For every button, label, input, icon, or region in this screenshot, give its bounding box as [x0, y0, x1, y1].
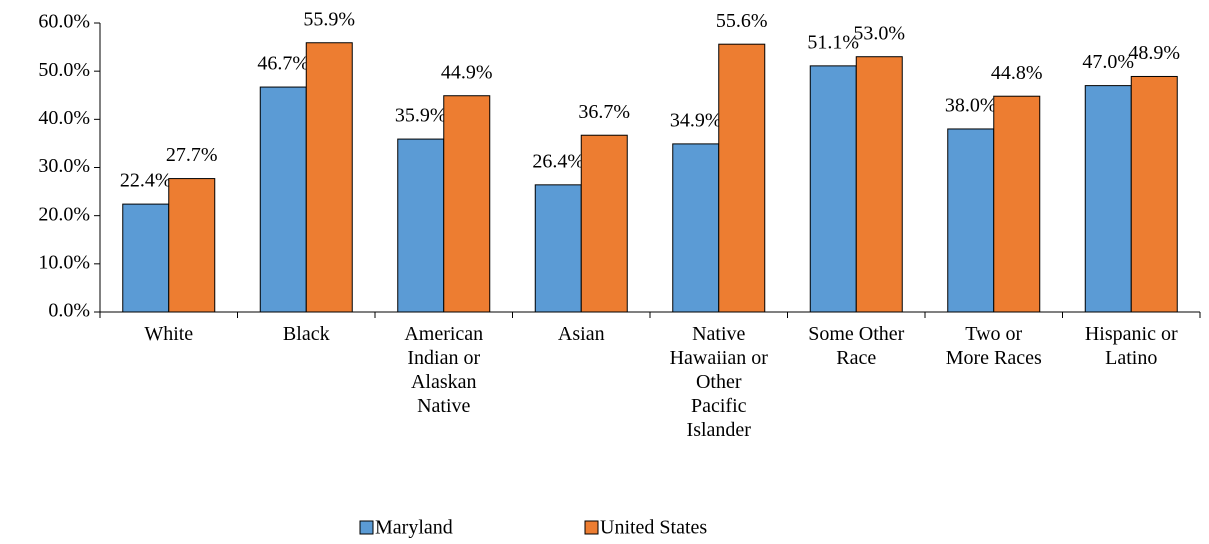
data-label: 34.9% — [670, 109, 722, 131]
bar — [168, 178, 216, 313]
data-label: 36.7% — [578, 101, 630, 123]
x-tick-label: Hispanic or Latino — [1084, 323, 1178, 369]
legend-label: Maryland — [375, 517, 453, 539]
bar — [855, 56, 903, 313]
y-tick-label: 10.0% — [38, 251, 90, 273]
x-tick-label: Some Other Race — [808, 323, 905, 369]
bar — [397, 138, 445, 313]
data-label: 26.4% — [532, 150, 584, 172]
bar — [1084, 85, 1132, 313]
bar — [305, 42, 353, 313]
bar — [672, 143, 720, 313]
data-label: 53.0% — [853, 22, 905, 44]
bar — [809, 65, 857, 313]
bar — [993, 95, 1041, 313]
data-label: 55.9% — [303, 8, 355, 30]
data-label: 22.4% — [120, 170, 172, 192]
y-tick-label: 50.0% — [38, 59, 90, 81]
bar — [1130, 75, 1178, 313]
x-tick-label: American Indian or Alaskan Native — [404, 323, 484, 417]
legend-swatch — [584, 520, 599, 535]
x-tick-label: White — [144, 323, 194, 345]
data-label: 44.8% — [991, 62, 1043, 84]
bar — [443, 95, 491, 313]
y-tick-label: 20.0% — [38, 203, 90, 225]
data-label: 38.0% — [945, 95, 997, 117]
data-label: 46.7% — [257, 53, 309, 75]
bar — [122, 203, 170, 313]
data-label: 44.9% — [441, 61, 493, 83]
data-label: 55.6% — [716, 10, 768, 32]
y-tick-label: 0.0% — [48, 300, 90, 322]
y-tick-label: 60.0% — [38, 11, 90, 33]
x-tick-label: Native Hawaiian or Other Pacific Islande… — [669, 323, 768, 441]
data-label: 47.0% — [1082, 51, 1134, 73]
x-tick-label: Two or More Races — [945, 323, 1042, 369]
legend-label: United States — [600, 517, 707, 539]
bar — [259, 86, 307, 313]
data-label: 27.7% — [166, 144, 218, 166]
bar — [534, 184, 582, 313]
data-label: 48.9% — [1128, 42, 1180, 64]
y-tick-label: 40.0% — [38, 107, 90, 129]
y-tick-label: 30.0% — [38, 155, 90, 177]
bar — [580, 134, 628, 313]
bar — [947, 128, 995, 313]
data-label: 35.9% — [395, 105, 447, 127]
bar — [718, 43, 766, 313]
legend-swatch — [359, 520, 374, 535]
x-tick-label: Asian — [557, 323, 605, 345]
data-label: 51.1% — [807, 31, 859, 53]
x-tick-label: Black — [282, 323, 330, 345]
